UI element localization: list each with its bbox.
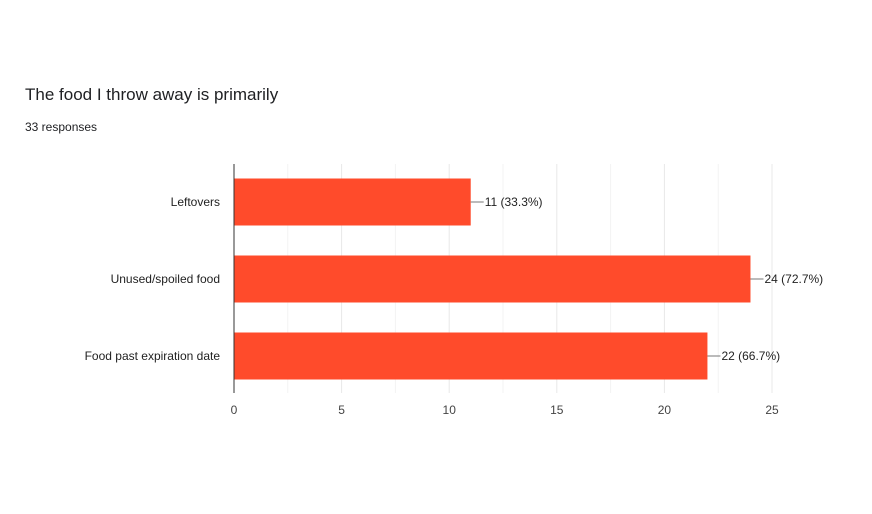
data-label: 22 (66.7%) [721,349,780,363]
data-label: 11 (33.3%) [485,195,543,209]
data-label: 24 (72.7%) [764,272,823,286]
x-tick-label: 15 [550,403,564,417]
x-tick-label: 5 [338,403,345,417]
bar-1 [234,178,471,226]
bar-2 [234,255,751,303]
category-label: Food past expiration date [85,349,221,363]
category-labels: Leftovers Unused/spoiled food Food past ex… [85,195,221,363]
category-label: Unused/spoiled food [111,272,220,286]
x-tick-labels: 0 5 10 15 20 25 [231,403,779,417]
response-count: 33 responses [25,120,98,134]
bar-3 [234,332,708,380]
category-label: Leftovers [171,195,220,209]
x-tick-label: 25 [765,403,779,417]
x-tick-label: 10 [443,403,457,417]
x-tick-label: 20 [658,403,672,417]
x-tick-label: 0 [231,403,238,417]
bars [234,178,751,380]
data-labels: 11 (33.3%) 24 (72.7%) 22 (66.7%) [470,195,823,363]
question-title: The food I throw away is primarily [25,85,279,104]
